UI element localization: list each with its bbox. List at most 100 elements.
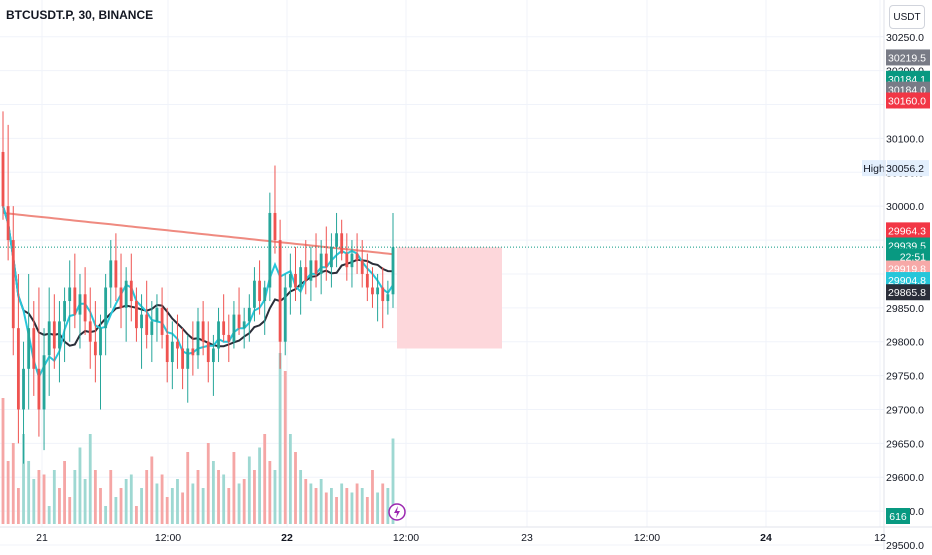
volume-bar [88, 434, 92, 524]
candle-body [211, 348, 215, 363]
volume-bar [145, 470, 149, 524]
time-tick-label: 12:00 [155, 532, 181, 544]
volume-bar [335, 497, 338, 524]
candle-body [99, 328, 102, 356]
candle-body [355, 253, 359, 261]
volume-bar [247, 456, 251, 524]
volume-bar [135, 506, 138, 524]
volume-bar [109, 470, 113, 524]
candle-body [376, 287, 380, 295]
candle-body [32, 328, 36, 369]
price-tag: 29904.8 [888, 275, 926, 287]
volume-bars [1, 353, 395, 524]
price-tick-label: 29800.0 [886, 337, 924, 349]
candle-body [196, 321, 200, 356]
candle-body [247, 307, 251, 322]
price-tag: 29865.8 [888, 287, 926, 299]
candle-body [52, 321, 56, 349]
volume-bar [196, 470, 200, 524]
candle-body [109, 260, 113, 288]
currency-button[interactable]: USDT [889, 5, 925, 29]
volume-bar [319, 479, 323, 524]
candle-body [129, 280, 133, 302]
price-tick-label: 29500.0 [886, 540, 924, 550]
volume-bar [283, 371, 287, 524]
price-tag: 30219.5 [888, 52, 926, 64]
volume-bar [37, 470, 41, 524]
volume-bar [350, 492, 354, 524]
candle-body [304, 267, 308, 281]
high-value: 30056.2 [886, 163, 924, 175]
volume-bar [232, 452, 236, 524]
candle-body [283, 287, 287, 342]
candle-body [140, 314, 143, 329]
volume-bar [330, 488, 333, 524]
candle-body [258, 280, 261, 302]
candle-body [278, 240, 282, 342]
candle-body [27, 328, 31, 369]
candle-body [1, 151, 5, 207]
volume-bar [150, 456, 154, 524]
candle-body [340, 233, 344, 254]
candle-body [11, 240, 15, 329]
candle-body [345, 253, 349, 268]
volume-bar [268, 461, 272, 524]
candle-body [360, 260, 364, 274]
volume-bar [258, 447, 261, 524]
time-tick-label: 12:00 [393, 532, 419, 544]
high-label: High [863, 163, 885, 175]
candle-body [222, 321, 226, 335]
volume-bar [211, 461, 215, 524]
volume-bar [160, 474, 164, 524]
candle-body [365, 273, 369, 288]
candle-body [227, 334, 231, 342]
volume-bar [124, 479, 128, 524]
candle-body [124, 280, 128, 308]
candle-body [114, 260, 118, 288]
candle-body [273, 212, 277, 241]
price-tick-label: 29600.0 [886, 472, 924, 484]
candle-body [335, 233, 338, 247]
candle-body [350, 253, 354, 268]
candlesticks [1, 111, 395, 464]
volume-bar [391, 438, 395, 524]
candle-body [309, 260, 313, 281]
volume-bar [360, 488, 364, 524]
volume-bar [99, 488, 102, 524]
volume-bar [73, 470, 77, 524]
volume-bar [114, 497, 118, 524]
volume-bar [206, 443, 210, 524]
candle-body [294, 273, 297, 288]
candle-body [93, 341, 97, 356]
volume-bar [217, 470, 220, 524]
volume-bar [155, 483, 159, 524]
candle-body [391, 247, 395, 295]
volume-bar [222, 474, 226, 524]
price-tick-label: 30000.0 [886, 201, 924, 213]
price-tick-label: 29850.0 [886, 303, 924, 315]
volume-bar [371, 470, 374, 524]
volume-bar [288, 434, 292, 524]
candle-body [58, 321, 61, 349]
candle-body [253, 280, 256, 308]
volume-bar [165, 497, 169, 524]
volume-bar [27, 461, 31, 524]
candle-body [242, 321, 246, 329]
volume-bar [227, 488, 231, 524]
volume-bar [376, 492, 380, 524]
lightning-icon [388, 503, 406, 521]
candle-body [78, 294, 82, 315]
volume-bar [140, 488, 143, 524]
price-tag-bg [886, 272, 930, 289]
candle-body [288, 273, 292, 288]
volume-bar [22, 434, 25, 524]
candle-body [268, 212, 272, 288]
volume-bar [294, 452, 297, 524]
candle-body [263, 287, 267, 302]
volume-bar [273, 470, 277, 524]
volume-bar [309, 483, 313, 524]
candle-body [299, 267, 303, 288]
candle-body [191, 348, 195, 356]
